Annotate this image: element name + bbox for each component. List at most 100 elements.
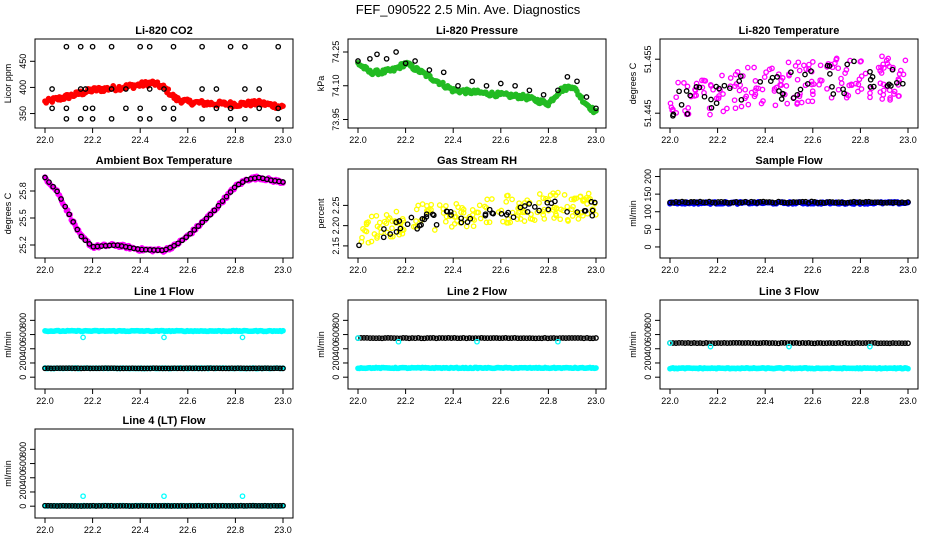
data-point <box>129 365 136 372</box>
data-point <box>583 94 590 100</box>
data-point <box>775 198 782 205</box>
data-point <box>676 88 682 95</box>
x-tick-label: 22.4 <box>131 396 149 406</box>
data-point <box>896 340 902 346</box>
data-point <box>198 365 205 372</box>
data-point <box>231 503 238 509</box>
data-point <box>584 335 590 341</box>
data-point <box>415 335 422 341</box>
data-point <box>213 86 220 92</box>
data-point <box>356 242 362 249</box>
data-point <box>823 199 830 206</box>
data-point <box>51 365 57 372</box>
data-point <box>227 105 234 112</box>
data-point <box>730 340 737 346</box>
data-point <box>552 198 558 205</box>
x-tick-label: 22.6 <box>492 396 510 406</box>
data-point <box>442 218 449 225</box>
data-point <box>809 59 816 65</box>
data-point <box>862 199 869 205</box>
data-point <box>66 365 72 372</box>
data-point <box>696 84 703 91</box>
data-point <box>156 503 163 509</box>
data-point <box>551 215 557 221</box>
data-point <box>117 503 124 509</box>
rh-title: Gas Stream RH <box>437 155 517 167</box>
data-point <box>736 200 743 206</box>
data-point <box>587 335 593 342</box>
x-tick-label: 22.6 <box>804 396 822 406</box>
data-point <box>84 503 91 509</box>
data-point <box>670 340 676 346</box>
data-point <box>742 86 749 93</box>
data-point <box>442 335 449 341</box>
data-point <box>838 199 845 206</box>
data-point <box>360 226 366 232</box>
data-point <box>796 340 803 347</box>
data-point <box>793 340 800 346</box>
data-point <box>216 365 223 372</box>
x-tick-label: 23.0 <box>899 396 917 406</box>
data-point <box>683 88 690 94</box>
data-point <box>457 335 464 342</box>
data-point <box>440 69 447 76</box>
data-point <box>162 503 169 509</box>
data-point <box>763 199 770 205</box>
data-point <box>168 365 175 372</box>
data-point <box>709 199 716 206</box>
data-point <box>63 503 69 509</box>
data-point <box>577 193 584 200</box>
x-tick-label: 22.4 <box>131 525 149 535</box>
data-point <box>146 43 153 50</box>
data-point <box>775 340 782 347</box>
data-point <box>823 340 830 346</box>
data-point <box>153 502 160 509</box>
data-point <box>564 203 571 210</box>
data-point <box>370 335 376 341</box>
pressure-points <box>355 49 599 116</box>
data-point <box>844 199 851 206</box>
data-point <box>183 365 190 372</box>
data-point <box>395 338 402 345</box>
data-point <box>448 335 455 341</box>
data-point <box>721 340 728 346</box>
data-point <box>413 206 420 213</box>
data-point <box>268 365 274 372</box>
data-point <box>168 503 175 509</box>
data-point <box>189 365 196 372</box>
data-point <box>875 340 881 347</box>
data-point <box>460 209 467 216</box>
line4-points <box>42 493 286 509</box>
panel-sample_flow: Sample Flow ml/min 22.0 22.2 22.4 22.6 22.8 23.… <box>628 155 919 275</box>
data-point <box>679 340 685 346</box>
data-point <box>102 365 109 372</box>
x-tick-label: 22.2 <box>84 135 102 145</box>
data-point <box>243 502 250 509</box>
pressure-title: Li-820 Pressure <box>436 25 518 37</box>
data-point <box>835 65 842 72</box>
data-point <box>96 502 103 509</box>
data-point <box>78 503 85 509</box>
data-point <box>853 340 860 346</box>
data-point <box>262 365 268 372</box>
data-point <box>165 365 172 372</box>
data-point <box>877 80 884 87</box>
ambient-points <box>42 173 286 255</box>
data-point <box>201 365 208 372</box>
data-point <box>564 73 571 80</box>
data-point <box>565 218 571 224</box>
data-point <box>150 503 157 509</box>
data-point <box>409 335 416 341</box>
data-point <box>856 199 863 205</box>
data-point <box>581 335 587 342</box>
data-point <box>54 503 60 509</box>
y-tick-label: 200 <box>18 484 28 499</box>
data-point <box>430 212 437 219</box>
data-point <box>367 55 373 62</box>
data-point <box>727 75 734 81</box>
data-point <box>884 60 891 67</box>
data-point <box>478 335 485 341</box>
data-point <box>242 43 248 50</box>
data-point <box>498 210 505 217</box>
